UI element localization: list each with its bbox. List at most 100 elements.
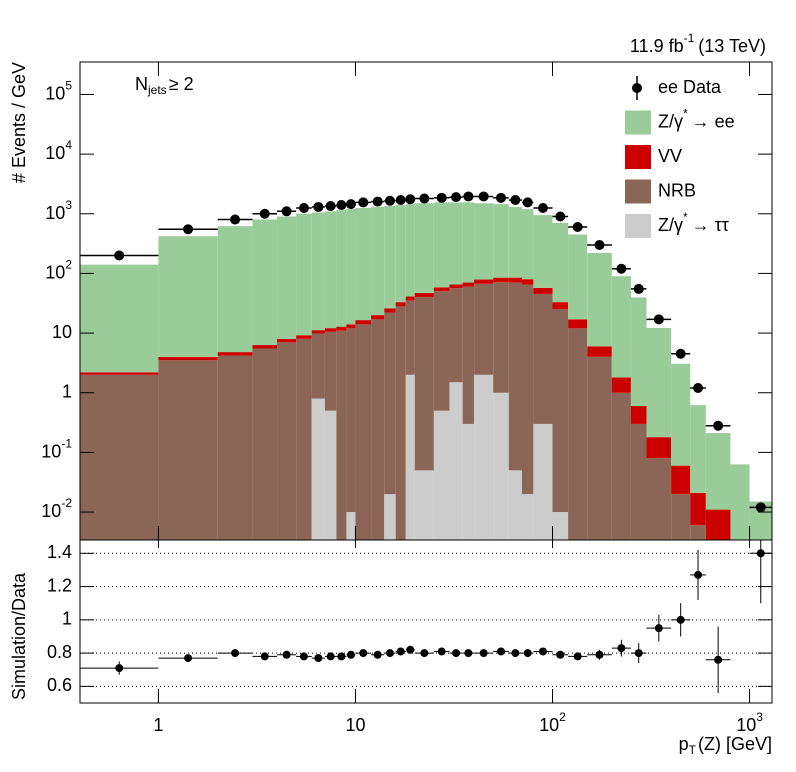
hist-bar [336, 210, 347, 327]
ratio-point [538, 647, 547, 656]
hist-bar [324, 211, 337, 329]
data-point [537, 202, 548, 213]
data-point [405, 194, 416, 205]
hist-bar [730, 543, 749, 545]
x-axis-title: pT (Z) [GeV] [679, 734, 772, 757]
y-axis-title: # Events / GeV [9, 62, 29, 183]
hist-bar [508, 277, 522, 283]
hist-bar [671, 363, 691, 466]
tick-label: 102 [45, 258, 72, 283]
hist-bar [568, 234, 588, 320]
data-point [259, 208, 270, 219]
legend-label-part: ee Data [658, 77, 722, 97]
main-plot [80, 191, 772, 545]
ratio-plot [80, 540, 772, 694]
hist-bar [296, 213, 312, 336]
hist-bar [508, 282, 522, 471]
hist-bar [449, 284, 463, 289]
ratio-point [464, 649, 473, 658]
tick-label: 0.8 [47, 642, 72, 662]
hist-bar [533, 293, 553, 424]
data-point [653, 314, 664, 325]
frame [79, 539, 773, 704]
legend-label-part: → ττ [692, 215, 729, 235]
tick-label: 103 [45, 198, 72, 223]
hist-bar [474, 283, 494, 375]
hist-bar [405, 300, 415, 375]
data-point [510, 195, 521, 206]
data-point [336, 200, 347, 211]
hist-bar [462, 282, 475, 287]
hist-bar [568, 319, 588, 329]
tick-label-part: 2 [559, 710, 566, 724]
hist-bar [277, 342, 297, 540]
hist-bar [587, 252, 612, 347]
data-point [451, 192, 462, 203]
hist-bar [705, 433, 731, 510]
hist-bar [414, 297, 434, 471]
hist-bar [630, 423, 647, 540]
hist-bar [433, 202, 450, 288]
hist-bar [384, 205, 396, 309]
tick-label: 1.4 [47, 542, 72, 562]
hist-bar [474, 374, 494, 540]
ratio-point [676, 615, 685, 624]
hist-bar [493, 277, 509, 283]
hist-bar [395, 205, 406, 303]
hist-bar [371, 206, 385, 316]
ratio-point [346, 650, 355, 659]
hist-bar [277, 216, 297, 339]
hist-bar [587, 346, 612, 357]
legend-label-part: VV [658, 146, 682, 166]
ratio-point [617, 644, 626, 653]
tick-label-part: 3 [756, 710, 763, 724]
ratio-axis-title-part: Simulation/Data [9, 572, 29, 700]
hist-bar [462, 286, 475, 424]
tick-label: 10-1 [41, 437, 72, 462]
hist-bar [493, 204, 509, 278]
hist-bar [158, 360, 218, 540]
hist-bar [324, 331, 337, 411]
data-point [436, 192, 447, 203]
hist-bar [346, 328, 356, 513]
data-point [555, 211, 566, 222]
data-point [522, 197, 533, 208]
data-point [594, 239, 605, 250]
tick-label-part: 10 [45, 203, 65, 223]
hist-bar [705, 509, 731, 540]
legend-swatch [625, 145, 651, 169]
legend-label-part: Z/γ [658, 111, 683, 131]
hist-bar [346, 324, 356, 329]
data-point [478, 191, 489, 202]
hist-bar [311, 333, 325, 399]
legend-label-part: * [683, 210, 688, 224]
hist-bar [521, 494, 534, 540]
hist-bar [311, 330, 325, 334]
tick-label: 0.6 [47, 675, 72, 695]
legend-label: Z/γ* → ττ [658, 210, 729, 235]
ratio-axis-title: Simulation/Data [9, 572, 29, 700]
hist-bar [405, 374, 415, 540]
hist-bar [371, 319, 385, 540]
ratio-point [406, 645, 415, 654]
legend-label: NRB [658, 180, 696, 200]
ratio-point [299, 652, 308, 661]
hist-bar [462, 202, 475, 283]
lumi-label-part: -1 [684, 31, 695, 45]
hist-bar [521, 209, 534, 280]
hist-bar [630, 297, 647, 406]
hist-bar [611, 377, 631, 393]
legend-label-part: * [683, 107, 688, 121]
hist-bar [433, 410, 450, 540]
hist-bar [433, 291, 450, 411]
hist-bar [646, 327, 672, 438]
ratio-point [326, 652, 335, 661]
ratio-point [479, 649, 488, 658]
hist-bar [690, 405, 706, 493]
hist-bar [533, 423, 553, 540]
data-point [313, 201, 324, 212]
ratio-point [452, 649, 461, 658]
hist-bar [508, 206, 522, 278]
hist-bar [252, 348, 278, 540]
hist-bar [324, 410, 337, 540]
